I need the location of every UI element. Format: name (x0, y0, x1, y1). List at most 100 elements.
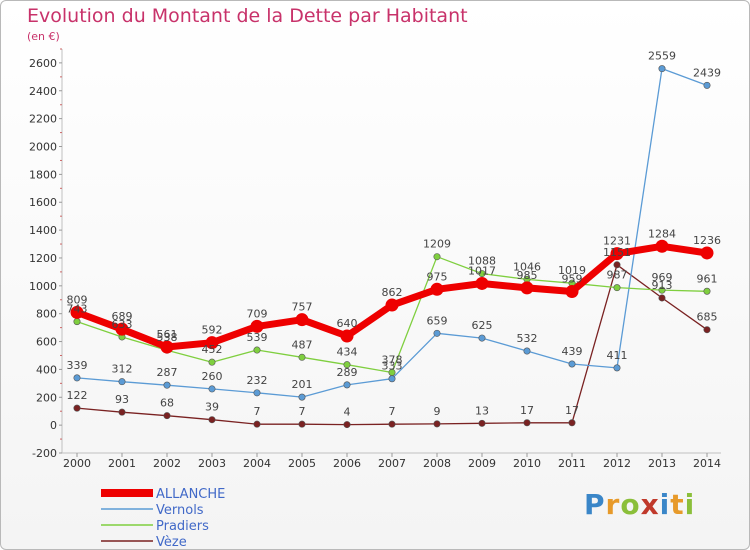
data-point (520, 281, 534, 295)
data-label: 339 (67, 359, 88, 372)
data-label: 1046 (513, 260, 541, 273)
data-point (613, 284, 621, 292)
y-tick-label: 1000 (29, 280, 57, 293)
data-label: 862 (382, 286, 403, 299)
data-point (388, 368, 396, 376)
data-label: 1284 (648, 227, 676, 240)
data-label: 2559 (648, 50, 676, 63)
data-label: 640 (337, 317, 358, 330)
data-label: 439 (562, 345, 583, 358)
legend-label: Vèze (156, 535, 187, 549)
data-point (655, 239, 669, 253)
data-label: 487 (292, 338, 313, 351)
data-label: 532 (517, 332, 538, 345)
legend-label: Vernols (156, 503, 204, 518)
data-point (208, 385, 216, 393)
data-point (430, 282, 444, 296)
data-point (475, 276, 489, 290)
data-point (298, 393, 306, 401)
data-label: 538 (157, 331, 178, 344)
y-tick-label: 800 (36, 308, 57, 321)
data-label: 232 (247, 374, 268, 387)
data-label: 685 (697, 311, 718, 324)
data-label: 7 (389, 405, 396, 418)
data-label: 312 (112, 363, 133, 376)
unit-label: (en €) (27, 30, 60, 43)
data-point (700, 246, 714, 260)
data-label: 743 (67, 303, 88, 316)
data-point (73, 404, 81, 412)
data-point (208, 416, 216, 424)
data-label: 1231 (603, 235, 631, 248)
data-label: 2439 (693, 66, 721, 79)
data-point (658, 286, 666, 294)
x-tick-label: 2006 (333, 457, 361, 470)
data-label: 1088 (468, 255, 496, 268)
data-label: 961 (697, 272, 718, 285)
data-point (478, 334, 486, 342)
data-point (613, 364, 621, 372)
data-point (73, 374, 81, 382)
data-point (433, 420, 441, 428)
data-label: 959 (562, 273, 583, 286)
data-point (613, 261, 621, 269)
x-tick-label: 2012 (603, 457, 631, 470)
data-point (73, 318, 81, 326)
data-label: 1017 (468, 264, 496, 277)
data-point (163, 381, 171, 389)
data-point (118, 378, 126, 386)
data-point (250, 319, 264, 333)
data-point (253, 420, 261, 428)
data-label: 659 (427, 314, 448, 327)
data-label: 539 (247, 331, 268, 344)
y-tick-label: 400 (36, 363, 57, 376)
data-label: 975 (427, 270, 448, 283)
chart-title: Evolution du Montant de la Dette par Hab… (27, 5, 468, 27)
data-point (478, 419, 486, 427)
data-point (118, 408, 126, 416)
data-label: 17 (565, 404, 579, 417)
data-label: 561 (157, 328, 178, 341)
x-tick-label: 2005 (288, 457, 316, 470)
x-tick-label: 2014 (693, 457, 721, 470)
data-point (115, 322, 129, 336)
data-label: 757 (292, 301, 313, 314)
y-tick-label: 1400 (29, 224, 57, 237)
data-point (568, 419, 576, 427)
data-label: 39 (205, 401, 219, 414)
y-tick-label: -200 (32, 447, 57, 460)
data-label: 1151 (603, 246, 631, 259)
x-tick-label: 2000 (63, 457, 91, 470)
data-label: 452 (202, 343, 223, 356)
data-label: 122 (67, 389, 88, 402)
data-point (208, 358, 216, 366)
y-tick-label: 1800 (29, 168, 57, 181)
data-point (253, 346, 261, 354)
data-label: 378 (382, 353, 403, 366)
data-label: 689 (112, 310, 133, 323)
data-label: 987 (607, 269, 628, 282)
data-label: 4 (344, 406, 351, 419)
y-tick-label: 0 (50, 419, 57, 432)
data-point (70, 305, 84, 319)
legend-label: Pradiers (156, 519, 209, 534)
data-point (433, 253, 441, 261)
data-point (388, 375, 396, 383)
data-label: 411 (607, 349, 628, 362)
data-point (478, 270, 486, 278)
data-label: 809 (67, 293, 88, 306)
data-point (703, 326, 711, 334)
data-point (703, 81, 711, 89)
data-label: 969 (652, 271, 673, 284)
x-tick-label: 2004 (243, 457, 271, 470)
data-point (343, 361, 351, 369)
data-label: 633 (112, 318, 133, 331)
legend-label: ALLANCHE (156, 487, 225, 502)
data-point (343, 421, 351, 429)
y-tick-label: 1600 (29, 196, 57, 209)
x-tick-label: 2003 (198, 457, 226, 470)
data-label: 913 (652, 279, 673, 292)
y-tick-label: 600 (36, 336, 57, 349)
data-point (253, 389, 261, 397)
data-label: 9 (434, 405, 441, 418)
